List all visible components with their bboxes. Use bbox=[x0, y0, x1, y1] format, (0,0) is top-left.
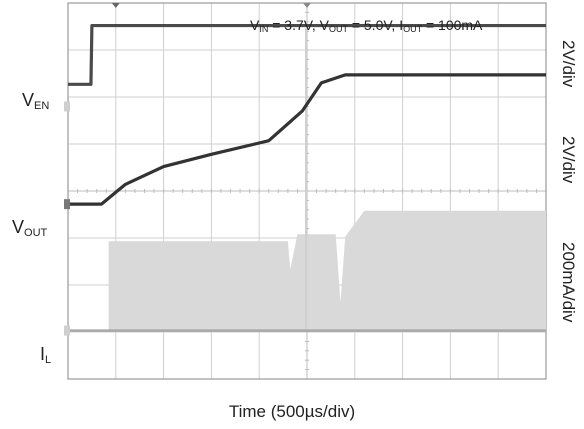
vout-scale-label: 2V/div bbox=[559, 136, 578, 184]
ground-marker bbox=[64, 199, 70, 210]
il-channel-label: IL bbox=[40, 344, 52, 366]
il-scale-label: 200mA/div bbox=[559, 242, 578, 323]
ground-marker bbox=[64, 101, 70, 112]
test-conditions: VIN = 3.7V, VOUT = 5.0V, IOUT = 100mA bbox=[250, 17, 483, 34]
ven-channel-label: VEN bbox=[22, 90, 50, 112]
ground-marker bbox=[64, 325, 70, 336]
ven-scale-label: 2V/div bbox=[559, 40, 578, 88]
trigger-marker bbox=[303, 3, 311, 8]
trigger-marker bbox=[111, 3, 120, 8]
ven-trace bbox=[68, 23, 546, 86]
vout-trace bbox=[68, 73, 546, 206]
vout-channel-label: VOUT bbox=[12, 217, 48, 239]
il-switching-envelope bbox=[108, 210, 546, 331]
x-axis-label: Time (500µs/div) bbox=[228, 402, 356, 421]
